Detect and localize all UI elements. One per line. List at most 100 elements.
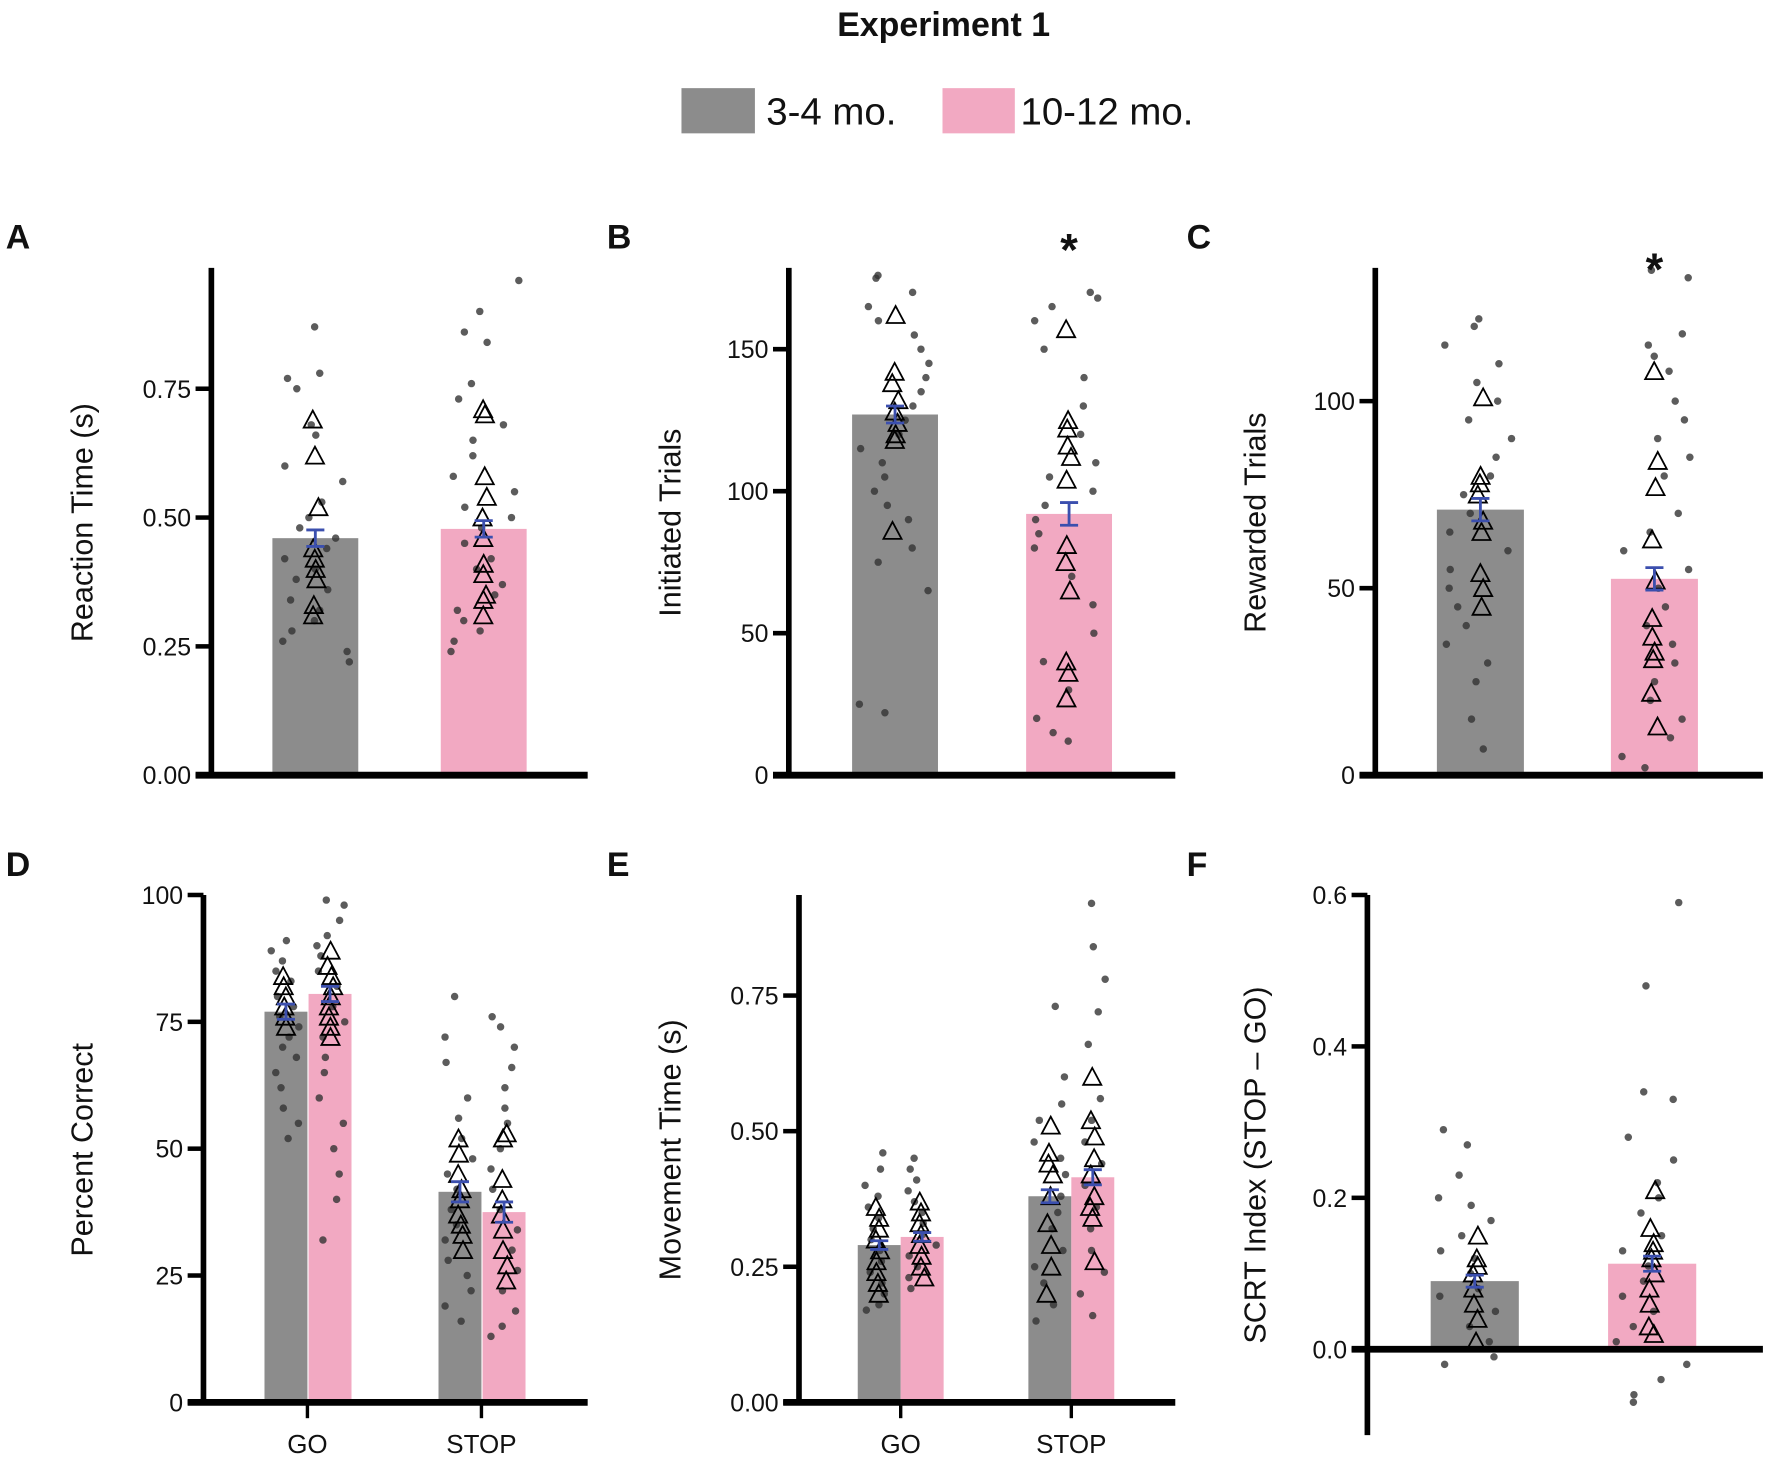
data-point [1064, 737, 1072, 745]
subject-triangle [274, 1005, 296, 1026]
data-point [322, 544, 331, 553]
data-point [501, 1084, 509, 1092]
data-point [1642, 982, 1650, 990]
error-bar [474, 519, 493, 539]
subject-triangle [885, 304, 907, 324]
data-point [1637, 1209, 1645, 1217]
data-point [460, 616, 468, 625]
data-point [908, 544, 916, 552]
subject-triangle [1647, 450, 1669, 470]
subject-triangle [1080, 1109, 1102, 1130]
y-tick-label: 0 [1341, 762, 1355, 790]
y-tick-label: 0.00 [730, 1389, 778, 1417]
data-point [1086, 288, 1094, 297]
data-point [878, 459, 887, 467]
subject-triangle [448, 1142, 470, 1163]
subject-triangle [1040, 1234, 1062, 1254]
y-tick-label: 0.6 [1312, 882, 1347, 910]
data-point [1096, 1094, 1105, 1103]
data-point [510, 1043, 519, 1051]
subject-triangle [451, 1178, 473, 1199]
subject-triangle [1042, 1163, 1064, 1184]
data-point [1675, 898, 1683, 907]
bar-10-12-mo--all [1026, 513, 1113, 776]
subject-triangle [272, 965, 294, 985]
subject-triangle [303, 594, 325, 614]
subject-triangle [1469, 562, 1491, 583]
data-point [1472, 677, 1480, 686]
data-point [1031, 515, 1040, 524]
panel-letter: C [1187, 219, 1211, 257]
subject-triangle [1641, 607, 1663, 627]
data-point [904, 1187, 912, 1195]
data-point [1644, 341, 1653, 349]
data-point [510, 488, 519, 496]
data-point [449, 472, 458, 481]
y-tick-label: 100 [142, 882, 183, 910]
panel-c: C 0 50 100 Rewarded Trials * [1187, 219, 1763, 790]
data-point [501, 1104, 509, 1112]
data-point [1041, 501, 1049, 510]
data-point [910, 331, 919, 339]
bar-10-12-mo--go [308, 993, 352, 1403]
subject-triangle [1060, 446, 1082, 466]
subject-triangle [1643, 1262, 1666, 1283]
data-point [277, 1084, 285, 1092]
data-point [1660, 472, 1668, 480]
y-tick-label: 100 [727, 478, 768, 506]
data-point [1678, 715, 1686, 723]
subject-triangle [1639, 1217, 1661, 1237]
data-point [1493, 397, 1502, 405]
subject-triangle [273, 975, 295, 996]
y-axis-label: SCRT Index (STOP – GO) [1239, 987, 1273, 1344]
figure-title: Experiment 1 [837, 6, 1050, 44]
legend-swatch-old [942, 88, 1015, 134]
subject-triangle [1040, 1255, 1062, 1276]
significance-asterisk: * [1060, 225, 1078, 276]
data-point [1504, 547, 1512, 555]
data-point [1684, 565, 1693, 574]
data-point [1057, 1100, 1066, 1108]
panel-e: E 0.00 0.25 0.50 0.75 Movement Time (s) GO STOP [607, 846, 1176, 1459]
data-point [284, 1134, 292, 1143]
y-axis-label: Initiated Trials [653, 429, 687, 617]
subject-triangle [318, 1005, 340, 1026]
subject-triangle [319, 1015, 341, 1036]
y-tick-label: 25 [155, 1263, 183, 1291]
bar-3-4-mo--go [857, 1245, 901, 1403]
data-point [278, 1043, 287, 1051]
data-point [861, 1181, 869, 1190]
subject-triangle [1643, 1323, 1665, 1343]
data-point [1686, 453, 1694, 461]
data-point [496, 1023, 505, 1031]
y-tick-label: 150 [727, 336, 768, 364]
data-point [1032, 1317, 1040, 1325]
data-point [1618, 752, 1626, 761]
panel-letter: E [607, 846, 630, 884]
data-point [272, 1068, 280, 1077]
data-point [316, 369, 324, 378]
y-tick-label: 50 [741, 620, 769, 648]
data-point [906, 1165, 914, 1173]
subject-triangle [452, 1239, 474, 1259]
data-point [320, 1068, 329, 1077]
data-point [879, 1149, 887, 1157]
data-point [1045, 473, 1054, 481]
error-bar [1471, 496, 1490, 523]
subject-triangle [320, 939, 342, 960]
data-point [924, 586, 932, 595]
data-point [319, 1236, 327, 1244]
panel-letter: F [1187, 846, 1208, 884]
y-tick-label: 0.50 [730, 1118, 778, 1146]
data-point [442, 1058, 450, 1067]
data-point [463, 1094, 472, 1102]
data-point [1101, 975, 1109, 984]
data-point [1657, 1231, 1666, 1240]
data-point [1669, 1156, 1678, 1164]
data-point [1479, 745, 1488, 753]
y-tick-label: 0.25 [730, 1254, 778, 1282]
error-bar [1040, 1188, 1059, 1205]
data-point [1684, 273, 1692, 282]
data-point [447, 647, 455, 656]
data-point [917, 345, 925, 353]
